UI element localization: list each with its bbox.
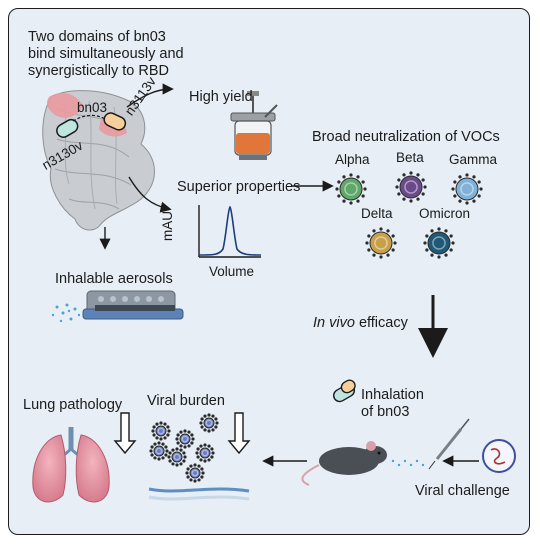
burden-virion [185,463,205,483]
mouse-illustration [301,441,425,486]
inhalable-aerosols-label: Inhalable aerosols [55,271,173,287]
broad-neutralization-label: Broad neutralization of VOCs [312,129,500,145]
linker [72,114,106,122]
variant-alpha-label: Alpha [335,152,370,167]
burden-virion [167,447,187,467]
virion-alpha [335,173,367,205]
n3113v-domain [103,112,127,131]
burden-virion [199,413,219,433]
title-line-1: Two domains of bn03 [28,29,166,45]
virion-beta [395,171,427,203]
chromatogram-ylabel: mAU [160,211,175,241]
diagram-canvas [32,83,516,503]
viral-challenge-label: Viral challenge [415,483,510,499]
high-yield-label: High yield [189,89,253,105]
variant-delta-label: Delta [361,206,393,221]
virion-omicron [423,227,455,259]
bioreactor-icon [230,91,278,160]
graphical-abstract: Two domains of bn03 bind simultaneously … [8,8,530,535]
in-vivo-italic: In vivo [313,315,355,331]
in-vivo-rest: efficacy [354,315,408,331]
viral-burden-virions [149,413,219,483]
in-vivo-efficacy-label: In vivo efficacy [313,315,408,332]
variant-virions [335,171,483,259]
challenge-virus-icon [482,439,516,473]
inhalation-line-1: Inhalation [361,387,424,403]
title-line-2: bind simultaneously and [28,46,184,62]
superior-properties-label: Superior properties [177,179,301,195]
syringe-icon [428,418,470,470]
variant-gamma-label: Gamma [449,152,498,167]
chromatogram-plot [198,205,262,258]
n3130v-domain [56,118,79,138]
arrow-to-superior [128,176,172,213]
virion-gamma [451,173,483,205]
burden-virion [175,429,195,449]
nebulizer-illustration [51,290,184,323]
burden-virion [149,441,169,461]
pathology-decrease-arrow [113,412,137,455]
viral-burden-label: Viral burden [147,393,225,409]
burden-decrease-arrow [227,412,251,455]
burden-virion [151,421,171,441]
arrow-to-high-yield [126,83,174,108]
variant-omicron-label: Omicron [419,206,471,221]
tissue-line [148,487,250,493]
lung-pathology-label: Lung pathology [23,397,123,413]
variant-beta-label: Beta [396,150,424,165]
virion-delta [365,227,397,259]
inhalation-capsule-right [340,379,356,394]
inhalation-line-2: of bn03 [361,404,410,420]
title-line-3: synergistically to RBD [28,63,170,79]
burden-virion [195,443,215,463]
lungs-illustration [32,427,110,503]
bn03-label: bn03 [77,100,108,115]
chromatogram-xlabel: Volume [209,264,255,279]
